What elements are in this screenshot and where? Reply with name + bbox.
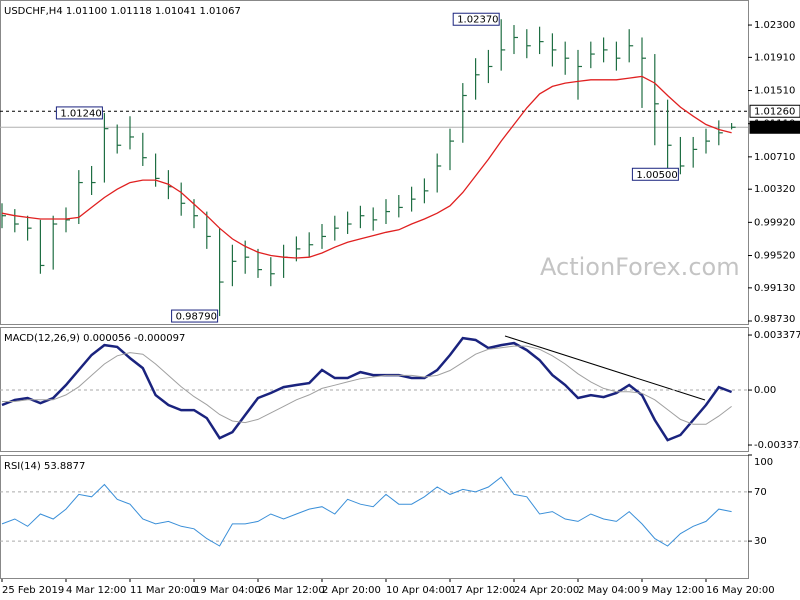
annotation-box [55,106,103,120]
y-tick-label: 1.01910 [754,52,795,63]
x-tick-label: 10 Apr 04:00 [386,585,451,596]
y-tick-label: 0.98730 [754,314,795,325]
x-tick-label: 24 Apr 20:00 [514,585,579,596]
x-tick-label: 17 Apr 12:00 [450,585,515,596]
level-label: 1.01067 [754,122,795,133]
moving-average [1,75,732,259]
y-tick-label: 0.99130 [754,283,795,294]
y-tick-label: 0.99920 [754,217,795,228]
panel-frame [0,327,749,452]
level-label-box [749,104,800,118]
y-tick-label: 1.00710 [754,152,795,163]
y-tick-label: 1.01510 [754,86,795,97]
y-tick-label: 1.00320 [754,184,795,195]
watermark: ActionForex.com [540,253,740,281]
y-tick-label: 0.99520 [754,251,795,262]
x-tick-label: 2 Apr 20:00 [322,585,381,596]
x-tick-label: 26 Mar 12:00 [258,585,325,596]
x-tick-label: 16 May 20:00 [706,585,775,596]
y-tick-label: -0.003373 [754,440,800,451]
x-tick-label: 9 May 12:00 [642,585,704,596]
level-label: 1.01260 [754,106,795,117]
y-tick-label: 0.00 [754,385,776,396]
x-tick-label: 19 Mar 04:00 [194,585,261,596]
y-tick-label: 30 [754,536,767,547]
indicator-line [1,336,733,442]
annotation-label: 0.98790 [176,312,217,323]
panel-title: MACD(12,26,9) 0.000056 -0.000097 [4,333,185,344]
macd-trendline [504,335,706,401]
y-tick-label: 100 [754,457,773,468]
y-tick-label: 0.003377 [754,330,800,341]
level-label-box [749,120,800,134]
indicator-line [1,476,732,547]
annotation-box [631,167,679,181]
x-tick-label: 25 Feb 2019 [2,585,64,596]
panel-title: RSI(14) 53.8877 [4,461,85,472]
panel-frame [0,455,749,579]
x-tick-label: 4 Mar 12:00 [66,585,126,596]
y-tick-label: 1.02300 [754,20,795,31]
annotation-label: 1.02370 [457,15,498,26]
annotation-label: 1.01240 [60,108,101,119]
annotation-label: 1.00500 [636,170,677,181]
annotation-box [452,12,500,26]
y-tick-label: 70 [754,487,767,498]
panel-frame [0,0,749,325]
panel-title: USDCHF,H4 1.01100 1.01118 1.01041 1.0106… [4,6,241,17]
indicator-line [2,345,732,425]
x-tick-label: 2 May 04:00 [578,585,640,596]
x-tick-label: 11 Mar 20:00 [130,585,197,596]
annotation-box [171,309,219,323]
